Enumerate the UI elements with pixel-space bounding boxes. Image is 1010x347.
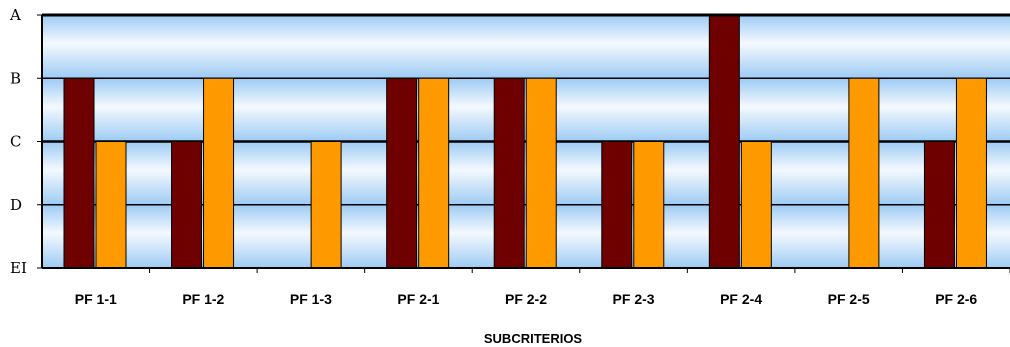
axes <box>37 13 1010 273</box>
bar <box>923 141 955 269</box>
bar <box>203 77 235 269</box>
bar <box>63 77 95 269</box>
x-tick-label: PF 1-3 <box>290 291 332 307</box>
bar <box>95 141 127 269</box>
y-tick-labels: EI D C B A <box>9 6 27 277</box>
bar <box>601 141 633 269</box>
bar <box>848 77 880 269</box>
x-tick-label: PF 2-5 <box>828 291 870 307</box>
y-tick-label: D <box>10 196 22 214</box>
bars <box>63 14 987 269</box>
x-tick-labels: PF 1-1 PF 1-2 PF 1-3 PF 2-1 PF 2-2 PF 2-3 PF 2… <box>75 291 978 307</box>
x-tick-label: PF 2-3 <box>613 291 655 307</box>
bar <box>525 77 557 269</box>
bar <box>955 77 987 269</box>
bar <box>493 77 525 269</box>
bar <box>633 141 665 269</box>
y-tick-label: B <box>10 69 21 87</box>
plot-band <box>42 15 1010 79</box>
bar <box>171 141 203 269</box>
x-tick-label: PF 2-1 <box>397 291 439 307</box>
x-tick-label: PF 2-2 <box>505 291 547 307</box>
y-tick-label: C <box>10 133 21 151</box>
x-tick-label: PF 2-4 <box>720 291 762 307</box>
y-tick-label: A <box>9 6 21 24</box>
bar <box>418 77 450 269</box>
bar <box>310 141 342 269</box>
x-tick-label: PF 1-1 <box>75 291 117 307</box>
bar <box>386 77 418 269</box>
bar <box>740 141 772 269</box>
x-tick-label: PF 1-2 <box>182 291 224 307</box>
bar <box>708 14 740 269</box>
y-tick-label: EI <box>10 259 27 277</box>
x-tick-label: PF 2-6 <box>935 291 977 307</box>
x-axis-label: SUBCRITERIOS <box>484 331 583 346</box>
